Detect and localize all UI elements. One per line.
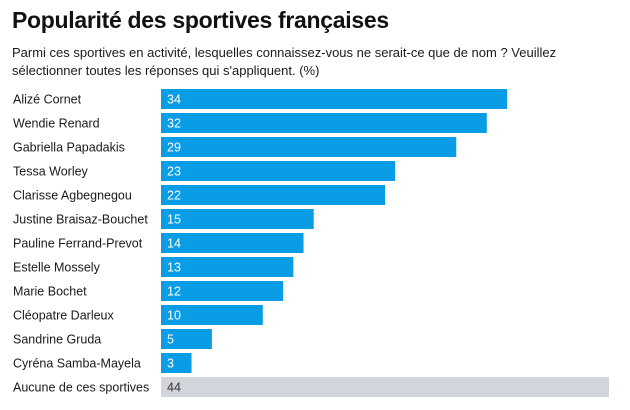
value-label: 3: [167, 357, 174, 371]
bar: [161, 233, 304, 253]
value-label: 12: [167, 285, 181, 299]
value-label: 13: [167, 261, 181, 275]
category-label: Estelle Mossely: [13, 261, 101, 275]
value-label: 34: [167, 93, 181, 107]
chart-subtitle: Parmi ces sportives en activité, lesquel…: [12, 45, 557, 78]
bar: [161, 281, 284, 301]
bar: [161, 377, 609, 397]
bar: [161, 137, 457, 157]
value-label: 23: [167, 165, 181, 179]
value-label: 14: [167, 237, 181, 251]
bar: [161, 185, 385, 205]
bar: [161, 305, 263, 325]
value-label: 5: [167, 333, 174, 347]
value-label: 32: [167, 117, 181, 131]
category-label: Pauline Ferrand-Prevot: [13, 237, 143, 251]
category-label: Cyréna Samba-Mayela: [13, 357, 141, 371]
category-label: Justine Braisaz-Bouchet: [13, 213, 148, 227]
category-label: Cléopatre Darleux: [13, 309, 114, 323]
value-label: 10: [167, 309, 181, 323]
bar: [161, 113, 487, 133]
value-label: 29: [167, 141, 181, 155]
category-label: Aucune de ces sportives: [13, 381, 149, 395]
value-label: 15: [167, 213, 181, 227]
bar: [161, 353, 192, 373]
category-label: Sandrine Gruda: [13, 333, 101, 347]
category-label: Gabriella Papadakis: [13, 141, 125, 155]
value-label: 44: [167, 381, 181, 395]
bar: [161, 89, 508, 109]
chart-title: Popularité des sportives françaises: [12, 7, 389, 33]
category-label: Clarisse Agbegnegou: [13, 189, 132, 203]
category-label: Wendie Renard: [13, 117, 100, 131]
bar: [161, 209, 314, 229]
bar: [161, 329, 212, 349]
bar: [161, 257, 294, 277]
value-label: 22: [167, 189, 181, 203]
category-label: Alizé Cornet: [13, 93, 82, 107]
category-label: Marie Bochet: [13, 285, 87, 299]
bar: [161, 161, 396, 181]
category-label: Tessa Worley: [13, 165, 89, 179]
